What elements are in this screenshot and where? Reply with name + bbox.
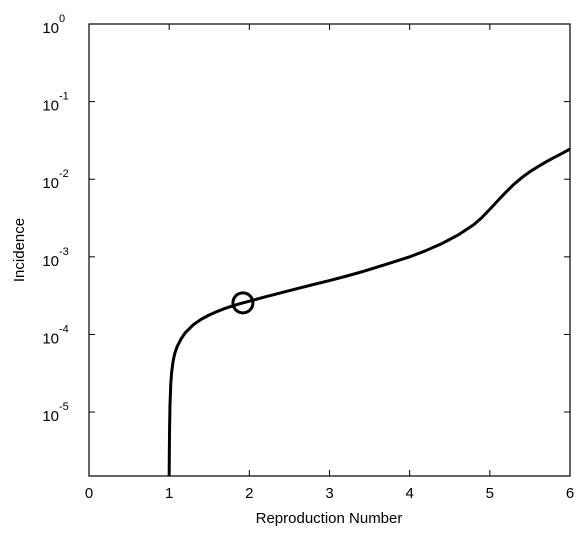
y-tick-label-exponent: -2 <box>59 168 69 180</box>
y-axis-label: Incidence <box>11 218 28 282</box>
y-tick-label-base: 10 <box>42 20 59 37</box>
x-tick-label: 5 <box>486 485 494 502</box>
x-tick-label: 0 <box>85 485 93 502</box>
x-tick-label: 6 <box>566 485 574 502</box>
series-line <box>167 147 570 476</box>
y-tick-label-base: 10 <box>42 330 59 347</box>
y-tick-label: 10 <box>42 253 59 270</box>
y-tick-label: 10 <box>42 175 59 192</box>
x-tick-label: 3 <box>325 485 333 502</box>
y-tick-label-exponent: -3 <box>59 246 69 258</box>
x-axis-label: Reproduction Number <box>256 510 403 527</box>
y-tick-label-base: 10 <box>42 408 59 425</box>
x-tick-label: 2 <box>245 485 253 502</box>
highlight-marker <box>231 291 255 315</box>
y-tick-label: 10 <box>42 98 59 115</box>
y-tick-label: 10 <box>42 20 59 37</box>
y-tick-label-base: 10 <box>42 253 59 270</box>
x-axis-ticks: 0 1 2 3 4 5 6 <box>85 24 574 502</box>
plot-area <box>88 23 571 477</box>
y-tick-label: 10 <box>42 330 59 347</box>
y-tick-label-base: 10 <box>42 98 59 115</box>
y-tick-label: 10 <box>42 408 59 425</box>
y-tick-label-exponent: -1 <box>59 91 69 103</box>
x-tick-label: 4 <box>405 485 413 502</box>
y-tick-label-exponent: 0 <box>59 13 65 25</box>
y-tick-label-exponent: -4 <box>59 323 69 335</box>
y-tick-label-base: 10 <box>42 175 59 192</box>
y-tick-label-exponent: -5 <box>59 401 69 413</box>
x-tick-label: 1 <box>165 485 173 502</box>
